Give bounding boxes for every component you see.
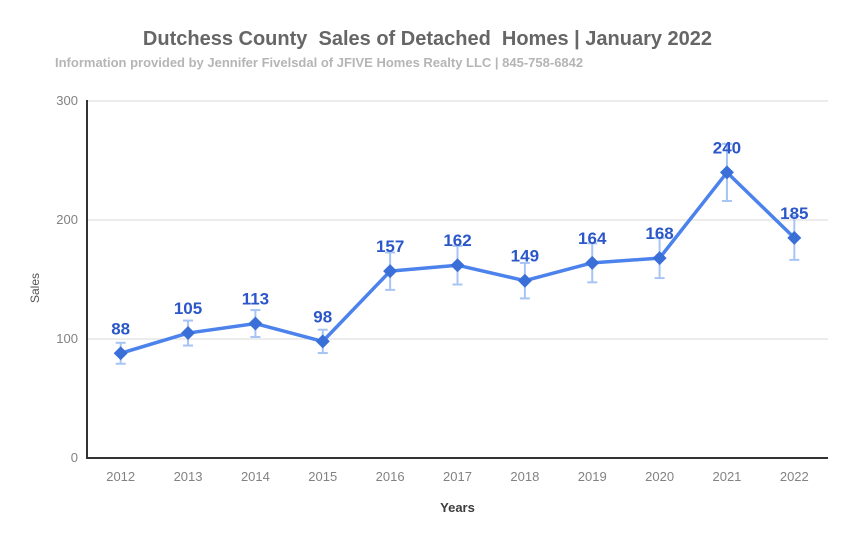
data-point-marker[interactable] xyxy=(517,273,532,288)
data-point-marker[interactable] xyxy=(383,264,398,279)
data-point-marker[interactable] xyxy=(248,316,263,331)
data-point-label: 168 xyxy=(645,224,673,243)
data-point-marker[interactable] xyxy=(652,251,667,266)
x-tick-label: 2022 xyxy=(780,469,809,484)
data-point-marker[interactable] xyxy=(787,230,802,245)
chart-subtitle: Information provided by Jennifer Fivelsd… xyxy=(55,55,584,70)
x-tick-label: 2018 xyxy=(510,469,539,484)
data-point-marker[interactable] xyxy=(719,165,734,180)
data-point-label: 88 xyxy=(111,319,130,338)
data-point-label: 105 xyxy=(174,299,202,318)
chart-title: Dutchess County Sales of Detached Homes … xyxy=(142,28,713,50)
x-tick-label: 2021 xyxy=(712,469,741,484)
x-tick-label: 2013 xyxy=(174,469,203,484)
data-point-label: 185 xyxy=(780,204,808,223)
y-tick-label: 300 xyxy=(56,93,78,108)
data-point-marker[interactable] xyxy=(585,255,600,270)
data-point-label: 149 xyxy=(511,247,539,266)
data-point-marker[interactable] xyxy=(315,334,330,349)
data-point-label: 113 xyxy=(242,290,269,309)
data-point-label: 98 xyxy=(313,307,332,326)
y-tick-label: 100 xyxy=(56,331,78,346)
x-tick-label: 2020 xyxy=(645,469,674,484)
y-tick-label: 200 xyxy=(56,212,78,227)
x-tick-label: 2015 xyxy=(308,469,337,484)
data-point-label: 240 xyxy=(713,138,741,157)
data-point-label: 157 xyxy=(376,237,404,256)
data-point-marker[interactable] xyxy=(450,258,465,273)
x-tick-label: 2017 xyxy=(443,469,472,484)
x-tick-label: 2014 xyxy=(241,469,270,484)
data-point-label: 164 xyxy=(578,229,607,248)
x-axis-title: Years xyxy=(440,500,475,515)
x-tick-label: 2012 xyxy=(106,469,135,484)
y-tick-label: 0 xyxy=(71,450,78,465)
data-point-marker[interactable] xyxy=(181,326,196,341)
x-tick-label: 2019 xyxy=(578,469,607,484)
data-point-marker[interactable] xyxy=(113,346,128,361)
y-axis-title: Sales xyxy=(28,272,42,304)
x-tick-label: 2016 xyxy=(376,469,405,484)
data-point-label: 162 xyxy=(443,231,471,250)
